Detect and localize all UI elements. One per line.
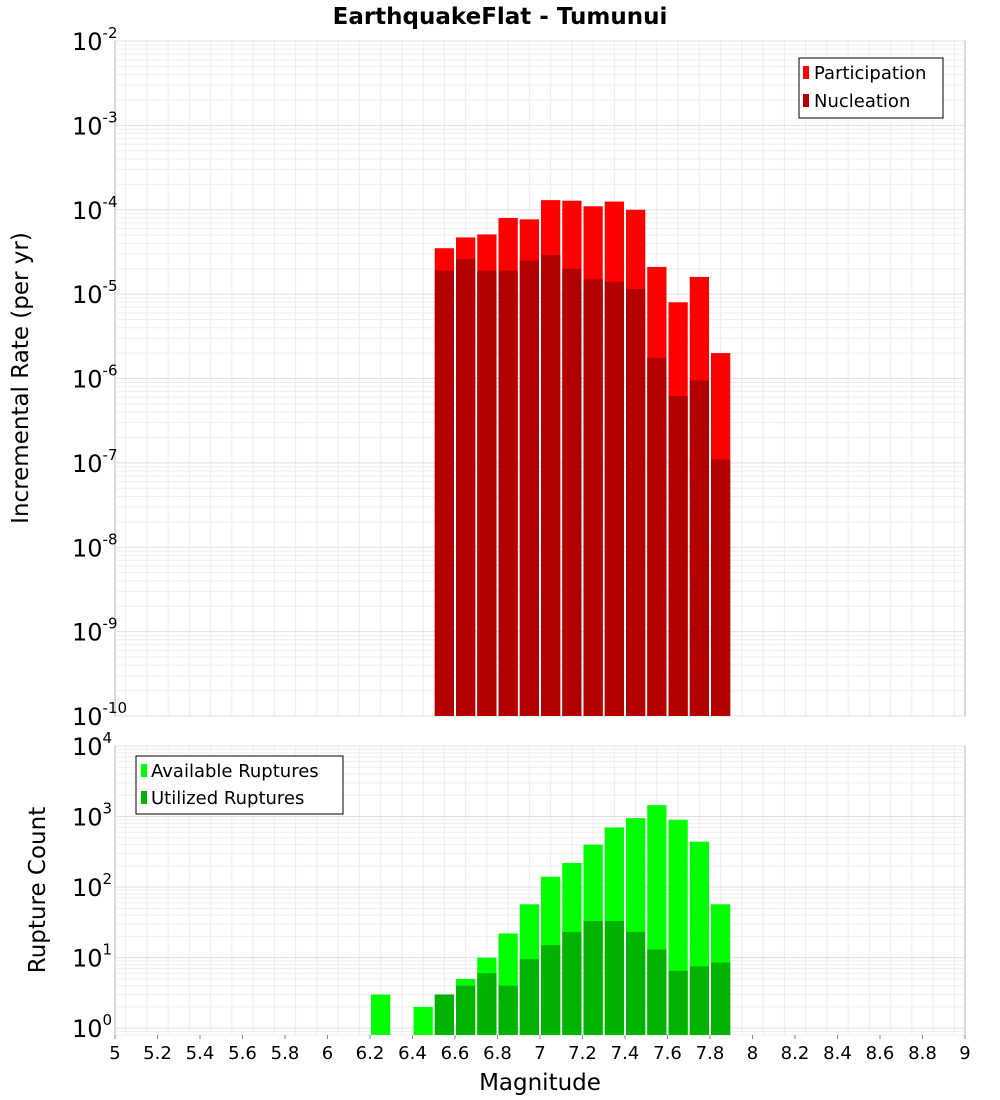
top-y-tick-label: 10-9 (72, 615, 118, 647)
bottom-y-tick-label: 102 (72, 870, 112, 902)
bottom-y-tick-label: 103 (72, 800, 112, 832)
x-tick-label: 7.8 (696, 1043, 725, 1064)
x-ticks: 5 5.2 5.4 5.6 5.8 6 6.2 6.4 6.6 6.8 7 7.2 7.4 7.6 7.8 8… (109, 1035, 971, 1064)
utilized-ruptures-bar (434, 994, 454, 1035)
nucleation-bar (689, 380, 709, 716)
top-y-tick-label: 10-4 (72, 193, 118, 225)
x-tick-label: 8 (747, 1043, 758, 1064)
utilized-ruptures-bar (519, 959, 539, 1035)
x-tick-label: 6.4 (398, 1043, 427, 1064)
top-y-axis-title: Incremental Rate (per yr) (8, 232, 34, 524)
x-tick-label: 6.6 (441, 1043, 470, 1064)
utilized-ruptures-bar (647, 949, 667, 1035)
participation-legend-label: Participation (814, 63, 926, 84)
top-y-tick-label: 10-5 (72, 277, 118, 309)
x-tick-label: 9 (959, 1043, 970, 1064)
bottom-y-tick-label: 104 (72, 729, 112, 761)
utilized-ruptures-bar (689, 966, 709, 1035)
participation-swatch (803, 66, 809, 79)
top-bars (434, 200, 731, 717)
nucleation-bar (498, 270, 518, 716)
x-tick-label: 5.2 (143, 1043, 172, 1064)
utilized-ruptures-bar (498, 985, 518, 1035)
chart-title: EarthquakeFlat - Tumunui (333, 4, 668, 30)
bottom-y-tick-label: 100 (72, 1011, 112, 1043)
nucleation-bar (647, 357, 667, 716)
utilized-ruptures-bar (456, 985, 476, 1035)
nucleation-bar (583, 279, 603, 716)
x-tick-label: 6.8 (483, 1043, 512, 1064)
x-tick-label: 8.6 (866, 1043, 895, 1064)
x-tick-label: 5 (109, 1043, 120, 1064)
x-tick-label: 8.4 (823, 1043, 852, 1064)
x-tick-label: 7.4 (611, 1043, 640, 1064)
utilized-ruptures-bar (541, 945, 561, 1035)
bottom-legend-box (135, 755, 344, 815)
x-tick-label: 8.2 (781, 1043, 810, 1064)
available-ruptures-legend-label: Available Ruptures (151, 761, 319, 782)
bottom-y-axis-title: Rupture Count (25, 807, 51, 973)
top-y-tick-label: 10-2 (72, 24, 118, 56)
nucleation-bar (626, 289, 646, 716)
available-ruptures-bar (371, 994, 391, 1035)
nucleation-bar (519, 260, 539, 716)
utilized-ruptures-bar (562, 932, 582, 1035)
bottom-bars (371, 805, 731, 1035)
nucleation-bar (541, 255, 561, 716)
nucleation-bar (434, 270, 454, 716)
top-y-tick-label: 10-8 (72, 530, 118, 562)
x-tick-label: 5.6 (228, 1043, 257, 1064)
top-legend: Participation Nucleation (798, 57, 944, 119)
bottom-legend: Available Ruptures Utilized Ruptures (135, 755, 344, 815)
nucleation-bar (456, 259, 476, 716)
bottom-y-tick-label: 101 (72, 941, 112, 973)
nucleation-legend-label: Nucleation (814, 91, 910, 112)
x-tick-label: 7.6 (653, 1043, 682, 1064)
nucleation-bar (711, 459, 731, 716)
x-tick-label: 6.2 (356, 1043, 385, 1064)
utilized-ruptures-bar (583, 921, 603, 1035)
top-y-ticks: 10-10 10-9 10-8 10-7 10-6 10-5 10-4 10-3 10-2 (72, 24, 127, 731)
x-tick-label: 7 (534, 1043, 545, 1064)
bottom-grid (115, 745, 965, 1036)
x-tick-label: 8.8 (908, 1043, 937, 1064)
x-tick-label: 5.8 (271, 1043, 300, 1064)
nucleation-bar (604, 281, 624, 716)
top-y-tick-label: 10-10 (72, 699, 127, 731)
x-tick-label: 6 (322, 1043, 333, 1064)
top-y-tick-label: 10-7 (72, 446, 118, 478)
top-legend-box (798, 57, 944, 119)
utilized-ruptures-swatch (141, 791, 147, 804)
available-ruptures-bar (413, 1006, 433, 1035)
utilized-ruptures-bar (604, 921, 624, 1035)
utilized-ruptures-bar (668, 970, 688, 1035)
available-ruptures-swatch (141, 764, 147, 777)
nucleation-swatch (803, 94, 809, 107)
utilized-ruptures-bar (711, 962, 731, 1035)
x-tick-label: 7.2 (568, 1043, 597, 1064)
x-tick-label: 5.4 (186, 1043, 215, 1064)
top-y-tick-label: 10-3 (72, 108, 118, 140)
top-y-tick-label: 10-6 (72, 362, 118, 394)
nucleation-bar (477, 270, 497, 716)
utilized-ruptures-bar (626, 932, 646, 1035)
nucleation-bar (562, 268, 582, 716)
utilized-ruptures-bar (477, 973, 497, 1035)
bottom-y-ticks: 100 101 102 103 104 (72, 729, 112, 1043)
utilized-ruptures-legend-label: Utilized Ruptures (151, 788, 304, 809)
x-axis-title: Magnitude (479, 1070, 601, 1096)
nucleation-bar (668, 396, 688, 716)
